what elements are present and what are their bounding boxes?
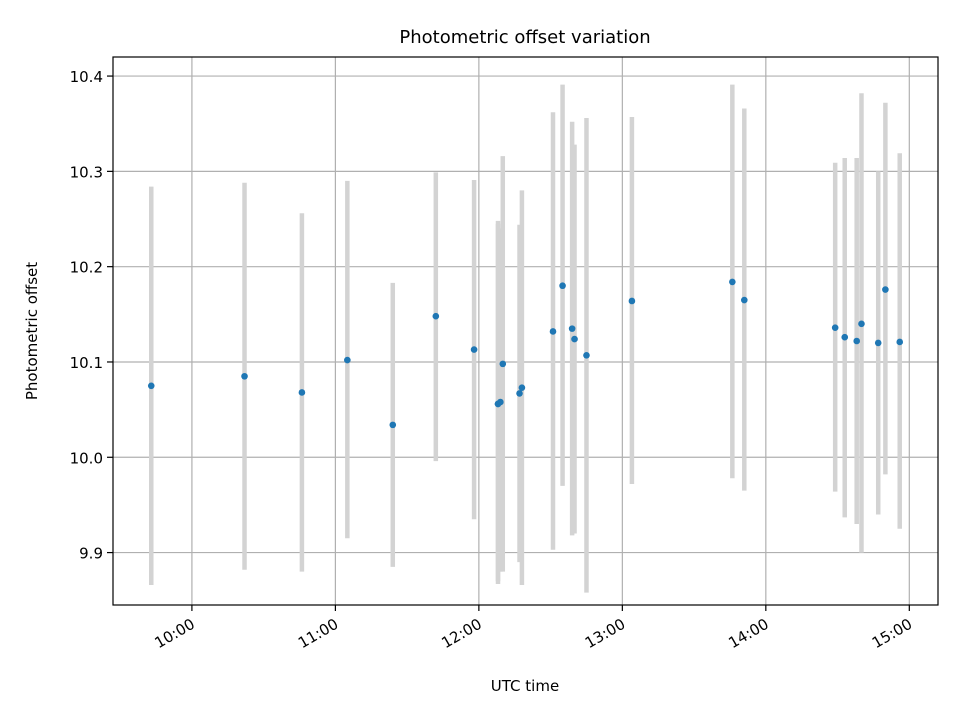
data-point (583, 352, 590, 359)
grid (113, 57, 938, 605)
data-points (147, 278, 904, 429)
data-point (470, 346, 478, 353)
data-point (568, 325, 576, 332)
data-point (741, 296, 748, 304)
y-tick-label: 10.3 (70, 163, 103, 181)
data-point (729, 278, 736, 286)
data-point (298, 389, 306, 396)
data-point (571, 335, 578, 343)
data-point (831, 324, 839, 331)
data-point (497, 398, 504, 406)
y-tick-label: 10.4 (70, 68, 103, 86)
y-tick-label: 9.9 (79, 545, 103, 563)
data-point (499, 360, 507, 368)
y-tick-label: 10.2 (70, 259, 103, 277)
data-point (896, 338, 904, 346)
data-point (841, 333, 849, 341)
plot-frame (112, 56, 939, 606)
data-point (518, 384, 526, 392)
y-axis-ticks: 9.9 10.0 10.1 10.2 10.3 10.4 (70, 68, 113, 563)
y-tick-label: 10.0 (70, 449, 103, 467)
data-point (858, 320, 865, 328)
data-point (853, 337, 860, 345)
data-point (882, 286, 889, 293)
y-axis-label: Photometric offset (23, 262, 41, 400)
y-tick-label: 10.1 (70, 354, 103, 372)
data-point (344, 356, 351, 364)
data-point (549, 328, 557, 335)
data-point (241, 372, 248, 380)
x-axis-label: UTC time (491, 677, 559, 695)
data-point (559, 282, 566, 290)
data-point (516, 390, 523, 397)
data-point (147, 382, 155, 390)
data-point (628, 297, 636, 305)
chart-title: Photometric offset variation (399, 27, 650, 48)
data-point (389, 421, 397, 429)
data-point (432, 312, 440, 320)
data-point (874, 339, 882, 347)
